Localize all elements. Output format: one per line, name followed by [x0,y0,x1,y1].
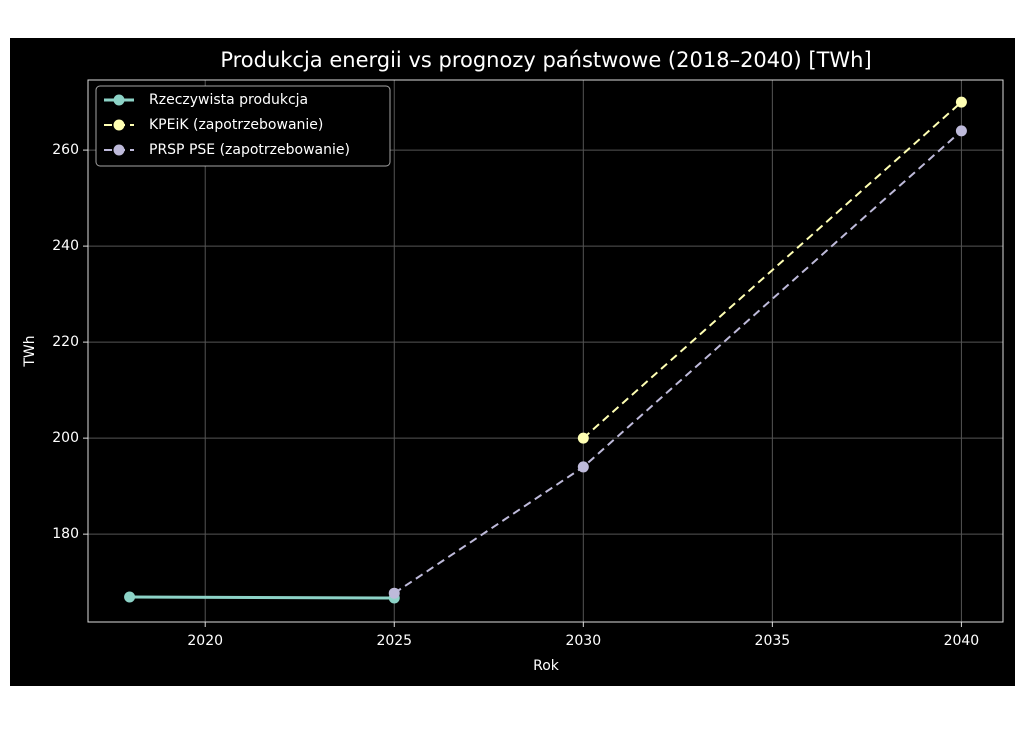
legend-label: Rzeczywista produkcja [149,92,308,108]
series-line [582,101,963,439]
series-line [129,595,395,600]
x-tick-label: 2025 [376,633,412,649]
y-tick-label: 180 [52,526,79,542]
data-point [388,587,400,599]
data-point [955,96,967,108]
axes-frame [87,79,1004,623]
grid: 180 200 220 240 260 2020 2025 2030 2035 2040 [52,80,1003,649]
y-axis-label: TWh [22,335,38,367]
y-tick-label: 200 [52,430,79,446]
data-point [577,432,589,444]
x-tick-label: 2035 [755,633,791,649]
data-point [577,461,589,473]
legend: Rzeczywista produkcja KPEiK (zapotrzebowa… [95,85,391,167]
legend-marker [113,94,125,106]
legend-marker [113,144,125,156]
x-axis-label: Rok [533,658,560,674]
legend-label: KPEiK (zapotrzebowanie) [149,117,323,133]
legend-marker [113,119,125,131]
y-tick-label: 260 [52,142,79,158]
legend-box [95,85,391,167]
y-tick-label: 240 [52,238,79,254]
x-tick-label: 2040 [944,633,980,649]
x-tick-label: 2020 [187,633,223,649]
data-point [124,591,136,603]
plot [124,96,967,604]
chart-title: Produkcja energii vs prognozy państwowe … [220,48,871,72]
y-tick-label: 220 [52,334,79,350]
x-tick-label: 2030 [565,633,601,649]
legend-label: PRSP PSE (zapotrzebowanie) [149,142,350,158]
data-point [955,125,967,137]
